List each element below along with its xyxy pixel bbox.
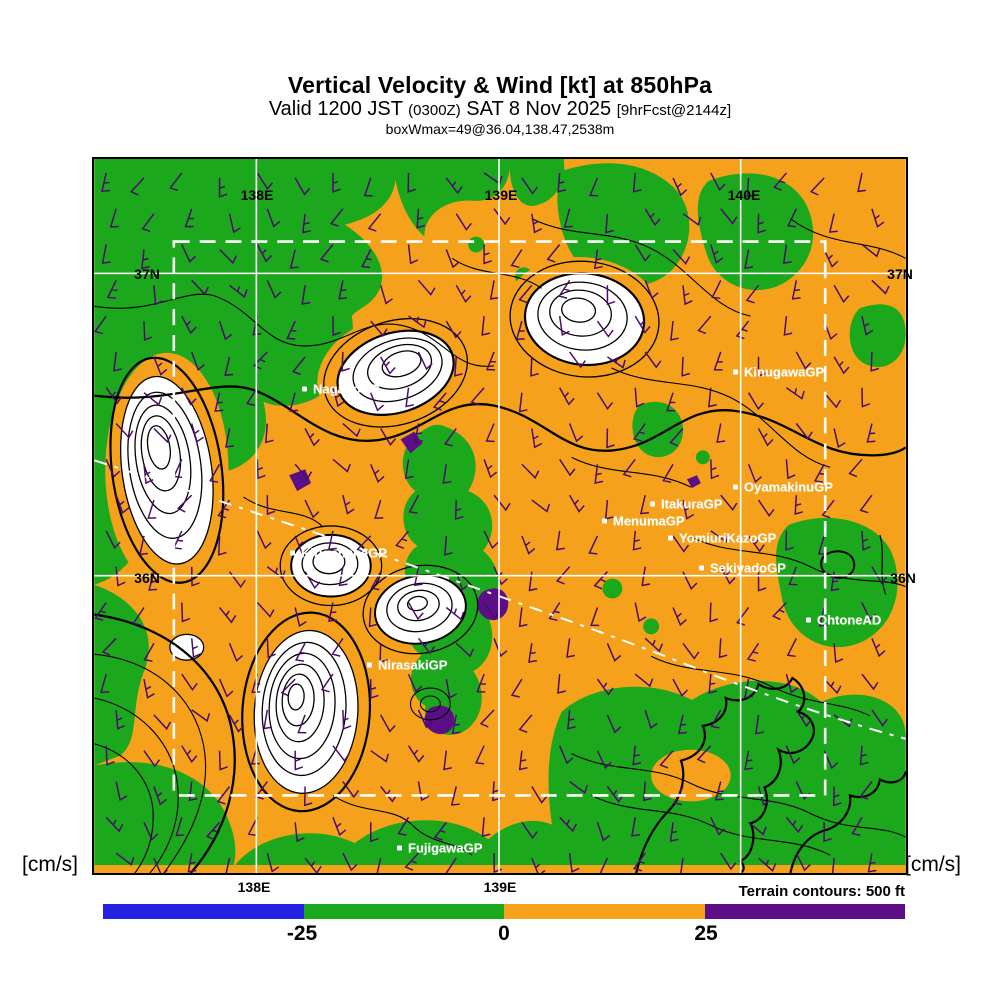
coord-label: 138E bbox=[240, 187, 274, 203]
updraft-contour-rings bbox=[109, 260, 660, 813]
units-right: [cm/s] bbox=[905, 853, 961, 876]
site-marker: KirigamineGP bbox=[290, 546, 387, 561]
site-label: FujigawaGP bbox=[408, 840, 483, 856]
site-dot-icon bbox=[733, 369, 738, 375]
inner-domain-box bbox=[172, 240, 827, 797]
colorbar-segment bbox=[504, 904, 705, 919]
valid-prefix: Valid 1200 JST bbox=[268, 98, 409, 120]
site-dot-icon bbox=[699, 565, 704, 571]
bottom-axis-label: 138E bbox=[237, 879, 271, 895]
colorbar-segment bbox=[303, 904, 504, 919]
site-marker: MenumaGP bbox=[602, 514, 685, 529]
site-dot-icon bbox=[668, 535, 673, 541]
site-label: YomiuriKazoGP bbox=[679, 530, 777, 546]
colorbar-segment bbox=[704, 904, 905, 919]
boxwmax-note: boxWmax=49@36.04,138.47,2538m bbox=[385, 121, 615, 137]
map-canvas bbox=[94, 159, 906, 873]
site-dot-icon bbox=[367, 662, 372, 668]
valid-time-line: Valid 1200 JST (0300Z) SAT 8 Nov 2025 [9… bbox=[0, 98, 1000, 121]
site-dot-icon bbox=[733, 484, 738, 490]
site-marker: YomiuriKazoGP bbox=[668, 531, 776, 546]
site-dot-icon bbox=[602, 518, 607, 524]
coord-label: 37N bbox=[887, 266, 913, 282]
valid-zulu: (0300Z) bbox=[408, 102, 461, 119]
site-label: SekiyadoGP bbox=[710, 560, 786, 576]
site-label: NaganoGP bbox=[313, 381, 380, 397]
valid-date: SAT 8 Nov 2025 bbox=[460, 98, 617, 120]
units-left: [cm/s] bbox=[22, 853, 78, 876]
colorbar bbox=[103, 904, 905, 919]
coord-label: 36N bbox=[890, 570, 916, 586]
site-dot-icon bbox=[650, 501, 655, 507]
site-dot-icon bbox=[397, 845, 402, 851]
coord-label: 36N bbox=[134, 570, 160, 586]
forecast-tag: [9hrFcst@2144z] bbox=[616, 102, 732, 119]
weather-map: NaganoGP KinugawaGP OyamakinuGP ItakuraGP Me… bbox=[92, 157, 916, 875]
site-dot-icon bbox=[806, 617, 811, 623]
coastline bbox=[635, 534, 906, 873]
site-marker: KinugawaGP bbox=[733, 365, 824, 380]
site-marker: NaganoGP bbox=[302, 382, 379, 397]
site-label: OhtoneAD bbox=[817, 612, 882, 628]
page-title: Vertical Velocity & Wind [kt] at 850hPa bbox=[287, 72, 713, 98]
coord-label: 139E bbox=[484, 187, 518, 203]
site-label: OyamakinuGP bbox=[744, 479, 833, 495]
site-marker: OyamakinuGP bbox=[733, 480, 833, 495]
site-label: KinugawaGP bbox=[744, 364, 825, 380]
site-label: ItakuraGP bbox=[661, 496, 723, 512]
site-marker: NirasakiGP bbox=[367, 658, 447, 673]
site-marker: FujigawaGP bbox=[397, 841, 482, 856]
bottom-axis-label: 139E bbox=[483, 879, 517, 895]
site-dot-icon bbox=[290, 550, 295, 556]
site-marker: ItakuraGP bbox=[650, 497, 722, 512]
site-marker: OhtoneAD bbox=[806, 613, 881, 628]
site-label: MenumaGP bbox=[613, 513, 685, 529]
coord-label: 140E bbox=[727, 187, 761, 203]
latlon-grid bbox=[94, 159, 906, 873]
colorbar-tick-label: 25 bbox=[694, 922, 718, 945]
site-dot-icon bbox=[302, 386, 307, 392]
coord-label: 37N bbox=[134, 266, 160, 282]
wind-barbs bbox=[94, 172, 890, 873]
site-marker: SekiyadoGP bbox=[699, 561, 786, 576]
colorbar-tick-label: 0 bbox=[498, 922, 510, 945]
colorbar-segment bbox=[103, 904, 304, 919]
terrain-note: Terrain contours: 500 ft bbox=[738, 883, 905, 900]
site-label: KirigamineGP bbox=[301, 545, 387, 561]
colorbar-tick-label: -25 bbox=[286, 922, 318, 945]
site-label: NirasakiGP bbox=[378, 657, 448, 673]
route-dashed-line bbox=[94, 459, 906, 740]
